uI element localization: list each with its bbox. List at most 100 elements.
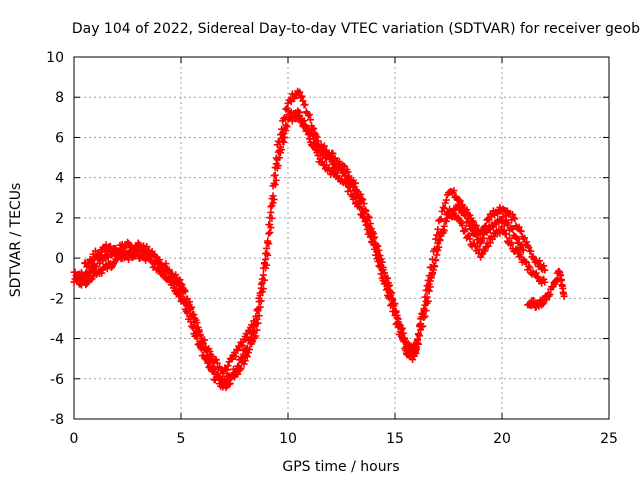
data-point <box>480 234 488 242</box>
data-point <box>266 229 274 237</box>
y-axis-label: SDTVAR / TECUs <box>8 183 24 298</box>
data-point <box>271 171 279 179</box>
data-point <box>431 262 439 270</box>
data-point <box>143 242 151 250</box>
data-point <box>499 213 507 221</box>
data-point <box>527 247 535 255</box>
data-point <box>232 352 240 360</box>
data-point <box>286 97 294 105</box>
data-point <box>387 291 395 299</box>
data-point <box>162 260 170 268</box>
data-point <box>265 240 273 248</box>
data-point <box>243 353 251 361</box>
data-point <box>380 269 388 277</box>
data-point <box>426 277 434 285</box>
data-point <box>372 241 380 249</box>
data-point <box>466 235 474 243</box>
data-point <box>416 332 424 340</box>
data-point <box>478 250 486 258</box>
data-point <box>481 247 489 255</box>
y-tick-label-0: 0 <box>55 251 64 267</box>
data-point <box>386 287 394 295</box>
data-point <box>491 233 499 241</box>
y-tick-label-m6: -6 <box>50 372 64 388</box>
data-point <box>318 157 326 165</box>
data-point <box>280 130 288 138</box>
data-point <box>424 286 432 294</box>
data-point <box>222 365 230 373</box>
data-point <box>393 314 401 322</box>
x-tick-label-15: 15 <box>386 431 404 447</box>
data-point <box>253 306 261 314</box>
data-point <box>396 324 404 332</box>
data-point <box>87 276 95 284</box>
y-tick-label-4: 4 <box>55 171 64 187</box>
data-point <box>394 318 402 326</box>
data-point <box>234 370 242 378</box>
data-point <box>243 333 251 341</box>
chart-title: Day 104 of 2022, Sidereal Day-to-day VTE… <box>72 21 640 37</box>
data-point <box>509 225 517 233</box>
data-point <box>305 111 313 119</box>
data-point <box>364 212 372 220</box>
data-point <box>265 230 273 238</box>
data-point <box>168 279 176 287</box>
data-point <box>266 221 274 229</box>
data-point <box>465 219 473 227</box>
data-point <box>526 264 534 272</box>
data-point <box>226 379 234 387</box>
data-point <box>560 292 568 300</box>
data-point <box>253 326 261 334</box>
data-point <box>546 290 554 298</box>
x-tick-label-5: 5 <box>177 431 186 447</box>
x-tick-label-20: 20 <box>493 431 511 447</box>
data-point <box>272 160 280 168</box>
data-point <box>541 266 549 274</box>
data-point <box>496 229 504 237</box>
data-point <box>371 240 379 248</box>
data-point <box>111 244 119 252</box>
x-tick-label-0: 0 <box>70 431 79 447</box>
data-point <box>344 175 352 183</box>
data-point <box>275 146 283 154</box>
data-point <box>103 265 111 273</box>
data-point <box>412 340 420 348</box>
data-point <box>187 318 195 326</box>
data-point <box>88 257 96 265</box>
x-tick-label-25: 25 <box>600 431 618 447</box>
data-point <box>416 321 424 329</box>
data-point <box>268 202 276 210</box>
data-point <box>209 367 217 375</box>
data-point <box>323 154 331 162</box>
data-point <box>392 308 400 316</box>
data-point <box>284 107 292 115</box>
data-point <box>186 298 194 306</box>
data-point <box>525 243 533 251</box>
data-point <box>145 246 153 254</box>
data-point <box>227 355 235 363</box>
data-point <box>415 331 423 339</box>
data-point <box>112 246 120 254</box>
data-point <box>515 223 523 231</box>
data-point <box>336 165 344 173</box>
data-point <box>381 274 389 282</box>
data-point <box>417 320 425 328</box>
data-point <box>174 288 182 296</box>
data-point <box>278 134 286 142</box>
data-point <box>511 215 519 223</box>
data-point <box>249 338 257 346</box>
data-point <box>523 238 531 246</box>
data-point <box>504 219 512 227</box>
data-point <box>494 210 502 218</box>
data-point <box>543 296 551 304</box>
data-point <box>463 206 471 214</box>
data-point <box>502 230 510 238</box>
grid-lines <box>74 57 609 419</box>
data-point <box>259 271 267 279</box>
data-point <box>172 271 180 279</box>
data-point <box>519 246 527 254</box>
plot-frame <box>73 56 610 420</box>
data-point <box>296 112 304 120</box>
data-point <box>281 133 289 141</box>
y-tick-label-8: 8 <box>55 90 64 106</box>
